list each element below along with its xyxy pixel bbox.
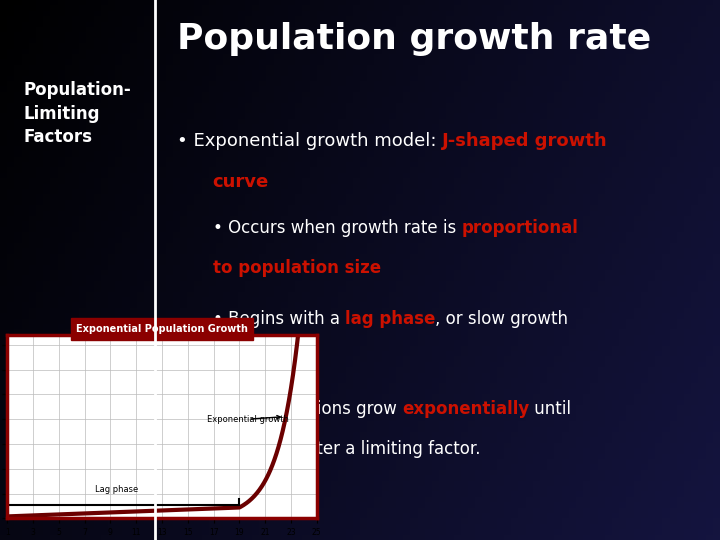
Text: Population-
Limiting
Factors: Population- Limiting Factors: [24, 81, 131, 146]
Text: they encounter a limiting factor.: they encounter a limiting factor.: [212, 440, 480, 458]
Text: • Begins with a: • Begins with a: [212, 310, 345, 328]
Text: Population growth rate: Population growth rate: [176, 22, 651, 56]
Text: J-shaped growth: J-shaped growth: [442, 132, 608, 150]
Text: • Exponential growth model:: • Exponential growth model:: [176, 132, 442, 150]
Title: Exponential Population Growth: Exponential Population Growth: [76, 324, 248, 334]
Text: rate phase: rate phase: [212, 351, 302, 369]
Text: • Occurs when growth rate is: • Occurs when growth rate is: [212, 219, 462, 237]
Text: • All populations grow: • All populations grow: [212, 400, 402, 417]
Text: , or slow growth: , or slow growth: [436, 310, 568, 328]
Text: Exponential growth: Exponential growth: [207, 415, 289, 424]
Text: until: until: [529, 400, 571, 417]
Text: Lag phase: Lag phase: [95, 484, 138, 494]
Text: lag phase: lag phase: [345, 310, 436, 328]
Text: exponentially: exponentially: [402, 400, 529, 417]
Text: curve: curve: [212, 173, 269, 191]
Text: proportional: proportional: [462, 219, 578, 237]
Text: to population size: to population size: [212, 259, 381, 277]
